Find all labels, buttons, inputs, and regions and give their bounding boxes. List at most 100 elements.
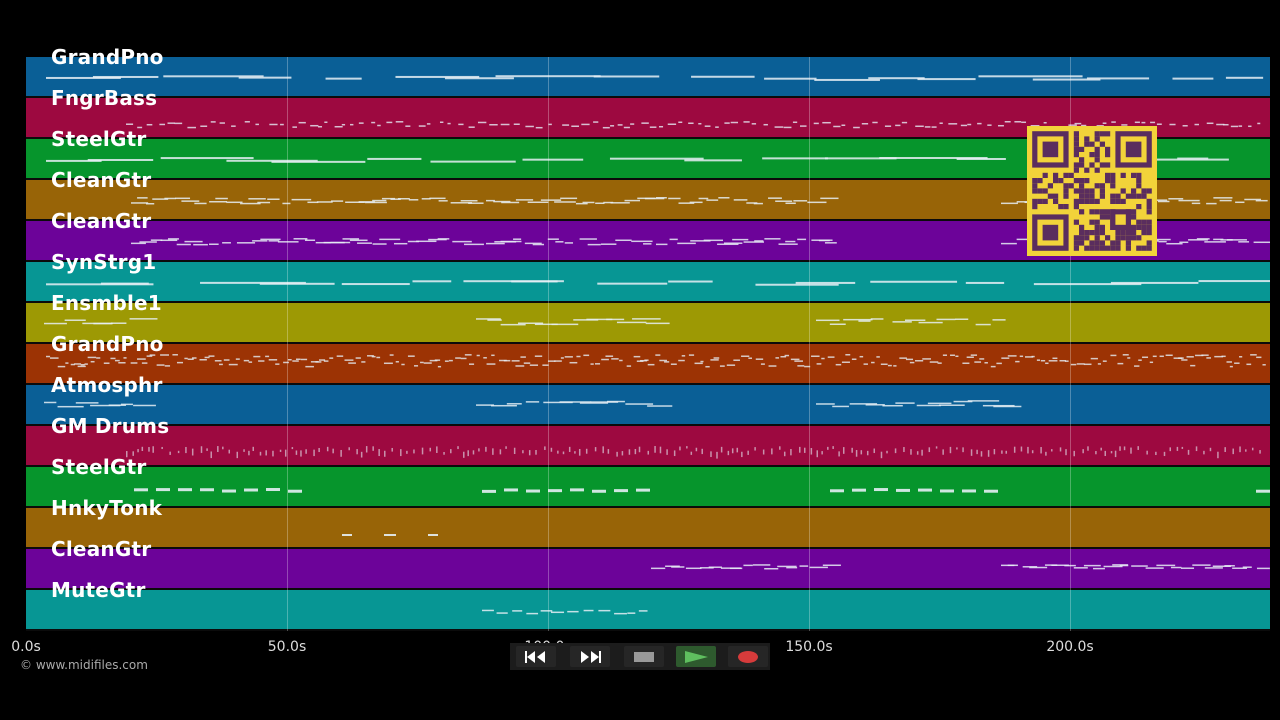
note-mark (1232, 567, 1247, 569)
note-mark (177, 450, 180, 454)
note-mark (619, 359, 623, 362)
note-mark (1181, 567, 1195, 569)
note-mark (210, 121, 216, 123)
note-mark (783, 451, 786, 457)
note-mark (193, 243, 208, 246)
note-mark (614, 612, 627, 615)
note-mark (555, 241, 564, 243)
note-mark (617, 124, 623, 126)
note-mark (774, 126, 784, 128)
note-mark (689, 201, 703, 204)
note-mark (108, 404, 126, 406)
note-mark (880, 451, 883, 459)
note-mark (1186, 356, 1194, 358)
note-mark (624, 199, 641, 202)
note-mark (803, 447, 806, 453)
note-mark (821, 357, 825, 360)
note-mark (226, 159, 318, 162)
note-mark (255, 123, 259, 126)
note-mark (576, 355, 581, 358)
rewind-button[interactable] (516, 646, 556, 667)
note-mark (208, 355, 215, 357)
note-mark (1214, 355, 1224, 358)
note-mark (169, 451, 171, 455)
record-button[interactable] (728, 646, 768, 667)
note-mark (93, 322, 113, 325)
note-mark (1182, 125, 1188, 127)
note-mark (1083, 564, 1101, 567)
note-mark (609, 157, 704, 160)
note-mark (955, 318, 969, 320)
note-mark (710, 451, 712, 458)
track-notes (126, 121, 1261, 129)
note-mark (437, 365, 442, 368)
note-mark (450, 449, 452, 454)
note-mark (228, 363, 238, 366)
note-mark (248, 450, 250, 456)
note-mark (1253, 241, 1270, 244)
note-mark (1232, 448, 1234, 455)
note-mark (291, 447, 294, 450)
note-mark (732, 238, 749, 241)
note-mark (1145, 567, 1164, 569)
note-mark (329, 357, 334, 359)
note-mark (1141, 121, 1146, 124)
note-mark (467, 450, 469, 457)
note-mark (371, 121, 376, 124)
play-button[interactable] (676, 646, 716, 667)
note-mark (468, 363, 475, 365)
note-mark (298, 121, 306, 124)
note-mark (910, 449, 912, 455)
note-mark (610, 202, 630, 204)
note-mark (87, 356, 97, 359)
note-mark (1203, 450, 1205, 455)
note-mark (1150, 238, 1171, 241)
note-mark (743, 121, 750, 123)
note-mark (331, 200, 344, 202)
note-mark (1195, 354, 1204, 357)
note-mark (176, 361, 184, 364)
note-mark (1086, 77, 1150, 80)
note-mark (780, 355, 787, 358)
stop-button[interactable] (624, 646, 664, 667)
note-mark (636, 488, 650, 492)
note-mark (1172, 77, 1214, 80)
note-mark (851, 447, 853, 453)
note-mark (797, 365, 805, 367)
stop-icon (634, 651, 654, 662)
note-mark (1040, 447, 1042, 454)
note-mark (1119, 446, 1121, 451)
note-mark (367, 157, 422, 160)
note-mark (579, 238, 597, 240)
note-mark (685, 567, 702, 570)
note-mark (592, 489, 606, 493)
note-mark (1158, 240, 1167, 243)
note-mark (295, 450, 298, 455)
note-mark (438, 200, 448, 202)
note-mark (936, 318, 956, 321)
note-mark (870, 280, 958, 283)
note-mark (304, 239, 316, 241)
note-mark (939, 404, 965, 406)
note-mark (544, 446, 546, 450)
note-mark (300, 450, 302, 457)
qr-code-icon (1027, 126, 1157, 256)
note-mark (534, 323, 558, 326)
note-mark (979, 358, 985, 360)
fast-forward-button[interactable] (570, 646, 610, 667)
note-mark (884, 125, 892, 127)
note-mark (44, 401, 57, 404)
note-mark (395, 361, 399, 363)
note-mark (760, 363, 765, 365)
note-mark (74, 363, 82, 365)
note-mark (495, 75, 601, 78)
note-mark (1163, 451, 1166, 457)
note-mark (1219, 199, 1232, 202)
note-mark (75, 402, 99, 404)
note-mark (1102, 360, 1107, 362)
track-lane: GrandPno (26, 332, 1270, 385)
note-mark (626, 365, 632, 367)
note-mark (1150, 121, 1156, 124)
note-mark (811, 355, 820, 358)
note-mark (743, 241, 764, 243)
